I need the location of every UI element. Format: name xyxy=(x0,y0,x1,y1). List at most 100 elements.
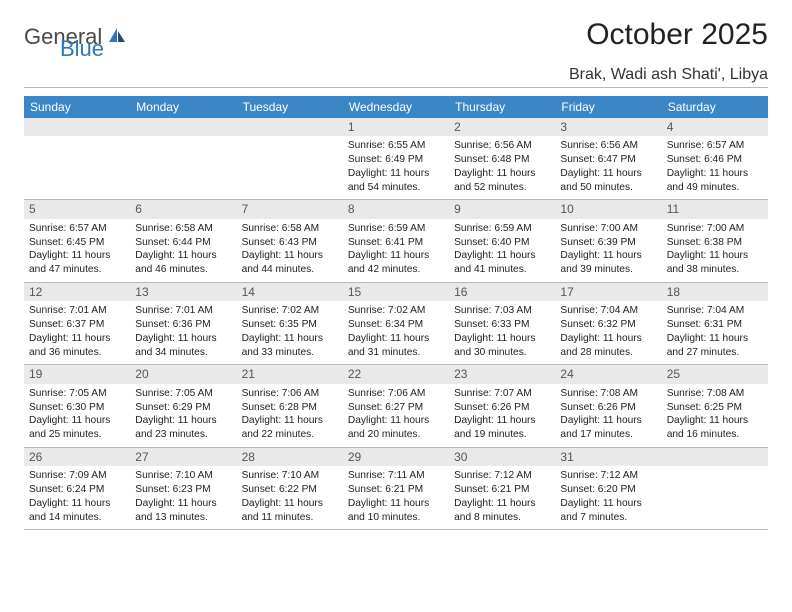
day-body: Sunrise: 6:57 AMSunset: 6:45 PMDaylight:… xyxy=(24,219,130,282)
sunrise-line: Sunrise: 6:58 AM xyxy=(135,222,231,236)
day-number: 7 xyxy=(237,200,343,218)
sunset-line: Sunset: 6:33 PM xyxy=(454,318,550,332)
daylight-line: Daylight: 11 hours and 13 minutes. xyxy=(135,497,231,525)
sunset-line: Sunset: 6:36 PM xyxy=(135,318,231,332)
sunrise-line: Sunrise: 7:04 AM xyxy=(667,304,763,318)
sunrise-line: Sunrise: 7:00 AM xyxy=(667,222,763,236)
daylight-line: Daylight: 11 hours and 39 minutes. xyxy=(560,249,656,277)
daylight-line: Daylight: 11 hours and 17 minutes. xyxy=(560,414,656,442)
sunset-line: Sunset: 6:49 PM xyxy=(348,153,444,167)
calendar-grid: SundayMondayTuesdayWednesdayThursdayFrid… xyxy=(24,96,768,530)
day-number: 16 xyxy=(449,283,555,301)
daylight-line: Daylight: 11 hours and 50 minutes. xyxy=(560,167,656,195)
sunset-line: Sunset: 6:21 PM xyxy=(348,483,444,497)
day-body xyxy=(237,136,343,194)
day-number: 31 xyxy=(555,448,661,466)
daylight-line: Daylight: 11 hours and 25 minutes. xyxy=(29,414,125,442)
day-number: 15 xyxy=(343,283,449,301)
daylight-line: Daylight: 11 hours and 52 minutes. xyxy=(454,167,550,195)
day-cell: 11Sunrise: 7:00 AMSunset: 6:38 PMDayligh… xyxy=(662,200,768,281)
day-cell: 10Sunrise: 7:00 AMSunset: 6:39 PMDayligh… xyxy=(555,200,661,281)
day-cell: 6Sunrise: 6:58 AMSunset: 6:44 PMDaylight… xyxy=(130,200,236,281)
daylight-line: Daylight: 11 hours and 47 minutes. xyxy=(29,249,125,277)
sunset-line: Sunset: 6:47 PM xyxy=(560,153,656,167)
daylight-line: Daylight: 11 hours and 20 minutes. xyxy=(348,414,444,442)
sunset-line: Sunset: 6:37 PM xyxy=(29,318,125,332)
daylight-line: Daylight: 11 hours and 28 minutes. xyxy=(560,332,656,360)
sunrise-line: Sunrise: 7:01 AM xyxy=(135,304,231,318)
sunrise-line: Sunrise: 7:06 AM xyxy=(242,387,338,401)
sunset-line: Sunset: 6:22 PM xyxy=(242,483,338,497)
day-number: 30 xyxy=(449,448,555,466)
day-body: Sunrise: 6:57 AMSunset: 6:46 PMDaylight:… xyxy=(662,136,768,199)
sunrise-line: Sunrise: 7:12 AM xyxy=(454,469,550,483)
day-cell: 3Sunrise: 6:56 AMSunset: 6:47 PMDaylight… xyxy=(555,118,661,199)
day-cell: 18Sunrise: 7:04 AMSunset: 6:31 PMDayligh… xyxy=(662,283,768,364)
day-cell: 22Sunrise: 7:06 AMSunset: 6:27 PMDayligh… xyxy=(343,365,449,446)
calendar-page: General October 2025 Blue Brak, Wadi ash… xyxy=(0,0,792,530)
day-cell: 1Sunrise: 6:55 AMSunset: 6:49 PMDaylight… xyxy=(343,118,449,199)
day-cell: 7Sunrise: 6:58 AMSunset: 6:43 PMDaylight… xyxy=(237,200,343,281)
daylight-line: Daylight: 11 hours and 8 minutes. xyxy=(454,497,550,525)
day-number: 24 xyxy=(555,365,661,383)
day-cell xyxy=(662,448,768,529)
day-number: 14 xyxy=(237,283,343,301)
sunset-line: Sunset: 6:39 PM xyxy=(560,236,656,250)
day-number: 1 xyxy=(343,118,449,136)
sunrise-line: Sunrise: 7:02 AM xyxy=(348,304,444,318)
day-cell: 26Sunrise: 7:09 AMSunset: 6:24 PMDayligh… xyxy=(24,448,130,529)
day-body: Sunrise: 7:02 AMSunset: 6:35 PMDaylight:… xyxy=(237,301,343,364)
day-number-empty xyxy=(24,118,130,136)
sunset-line: Sunset: 6:21 PM xyxy=(454,483,550,497)
day-of-week-header: SundayMondayTuesdayWednesdayThursdayFrid… xyxy=(24,96,768,118)
sunset-line: Sunset: 6:40 PM xyxy=(454,236,550,250)
day-body: Sunrise: 6:58 AMSunset: 6:44 PMDaylight:… xyxy=(130,219,236,282)
daylight-line: Daylight: 11 hours and 36 minutes. xyxy=(29,332,125,360)
day-cell: 4Sunrise: 6:57 AMSunset: 6:46 PMDaylight… xyxy=(662,118,768,199)
day-cell: 19Sunrise: 7:05 AMSunset: 6:30 PMDayligh… xyxy=(24,365,130,446)
dow-cell: Monday xyxy=(130,96,236,118)
daylight-line: Daylight: 11 hours and 33 minutes. xyxy=(242,332,338,360)
day-cell: 17Sunrise: 7:04 AMSunset: 6:32 PMDayligh… xyxy=(555,283,661,364)
sunrise-line: Sunrise: 7:05 AM xyxy=(29,387,125,401)
sunset-line: Sunset: 6:34 PM xyxy=(348,318,444,332)
day-cell: 24Sunrise: 7:08 AMSunset: 6:26 PMDayligh… xyxy=(555,365,661,446)
sunrise-line: Sunrise: 7:08 AM xyxy=(667,387,763,401)
daylight-line: Daylight: 11 hours and 16 minutes. xyxy=(667,414,763,442)
daylight-line: Daylight: 11 hours and 31 minutes. xyxy=(348,332,444,360)
day-body: Sunrise: 7:00 AMSunset: 6:38 PMDaylight:… xyxy=(662,219,768,282)
sunrise-line: Sunrise: 6:57 AM xyxy=(667,139,763,153)
day-body: Sunrise: 7:10 AMSunset: 6:22 PMDaylight:… xyxy=(237,466,343,529)
day-body: Sunrise: 7:04 AMSunset: 6:31 PMDaylight:… xyxy=(662,301,768,364)
day-cell: 20Sunrise: 7:05 AMSunset: 6:29 PMDayligh… xyxy=(130,365,236,446)
day-cell: 27Sunrise: 7:10 AMSunset: 6:23 PMDayligh… xyxy=(130,448,236,529)
day-cell: 25Sunrise: 7:08 AMSunset: 6:25 PMDayligh… xyxy=(662,365,768,446)
day-cell: 28Sunrise: 7:10 AMSunset: 6:22 PMDayligh… xyxy=(237,448,343,529)
day-number: 26 xyxy=(24,448,130,466)
sail-icon xyxy=(107,26,127,51)
day-number: 17 xyxy=(555,283,661,301)
daylight-line: Daylight: 11 hours and 27 minutes. xyxy=(667,332,763,360)
location-text: Brak, Wadi ash Shati', Libya xyxy=(24,66,768,88)
day-body: Sunrise: 7:01 AMSunset: 6:37 PMDaylight:… xyxy=(24,301,130,364)
sunset-line: Sunset: 6:45 PM xyxy=(29,236,125,250)
day-body: Sunrise: 6:58 AMSunset: 6:43 PMDaylight:… xyxy=(237,219,343,282)
brand-text-2: Blue xyxy=(60,36,104,61)
day-number: 11 xyxy=(662,200,768,218)
day-cell: 31Sunrise: 7:12 AMSunset: 6:20 PMDayligh… xyxy=(555,448,661,529)
day-number: 28 xyxy=(237,448,343,466)
week-row: 19Sunrise: 7:05 AMSunset: 6:30 PMDayligh… xyxy=(24,365,768,447)
day-number: 12 xyxy=(24,283,130,301)
day-body: Sunrise: 6:55 AMSunset: 6:49 PMDaylight:… xyxy=(343,136,449,199)
sunrise-line: Sunrise: 7:02 AM xyxy=(242,304,338,318)
day-number: 4 xyxy=(662,118,768,136)
sunset-line: Sunset: 6:44 PM xyxy=(135,236,231,250)
day-body xyxy=(662,466,768,524)
sunset-line: Sunset: 6:29 PM xyxy=(135,401,231,415)
sunrise-line: Sunrise: 7:08 AM xyxy=(560,387,656,401)
day-number: 8 xyxy=(343,200,449,218)
weeks-container: 1Sunrise: 6:55 AMSunset: 6:49 PMDaylight… xyxy=(24,118,768,530)
sunset-line: Sunset: 6:27 PM xyxy=(348,401,444,415)
day-cell: 2Sunrise: 6:56 AMSunset: 6:48 PMDaylight… xyxy=(449,118,555,199)
day-body: Sunrise: 7:07 AMSunset: 6:26 PMDaylight:… xyxy=(449,384,555,447)
